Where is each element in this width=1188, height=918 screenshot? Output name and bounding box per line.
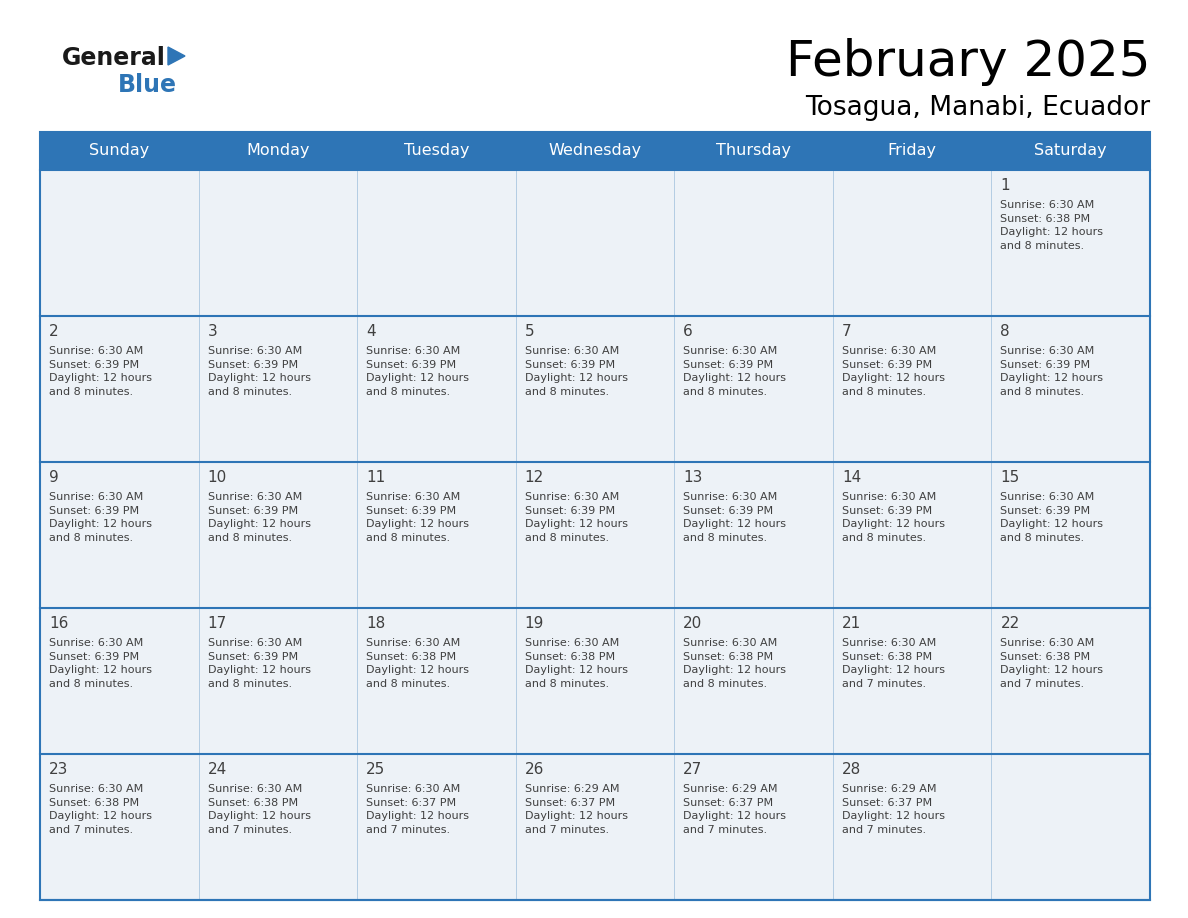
Text: 26: 26 bbox=[525, 763, 544, 778]
Text: Sunrise: 6:30 AM
Sunset: 6:39 PM
Daylight: 12 hours
and 8 minutes.: Sunrise: 6:30 AM Sunset: 6:39 PM Dayligh… bbox=[842, 492, 944, 543]
Text: 17: 17 bbox=[208, 617, 227, 632]
Text: Sunrise: 6:30 AM
Sunset: 6:39 PM
Daylight: 12 hours
and 8 minutes.: Sunrise: 6:30 AM Sunset: 6:39 PM Dayligh… bbox=[366, 346, 469, 397]
Text: 27: 27 bbox=[683, 763, 702, 778]
Text: Sunrise: 6:30 AM
Sunset: 6:39 PM
Daylight: 12 hours
and 8 minutes.: Sunrise: 6:30 AM Sunset: 6:39 PM Dayligh… bbox=[208, 346, 310, 397]
Text: Sunrise: 6:29 AM
Sunset: 6:37 PM
Daylight: 12 hours
and 7 minutes.: Sunrise: 6:29 AM Sunset: 6:37 PM Dayligh… bbox=[683, 784, 786, 834]
Text: 21: 21 bbox=[842, 617, 861, 632]
Text: Sunrise: 6:30 AM
Sunset: 6:39 PM
Daylight: 12 hours
and 8 minutes.: Sunrise: 6:30 AM Sunset: 6:39 PM Dayligh… bbox=[49, 492, 152, 543]
Text: Sunrise: 6:30 AM
Sunset: 6:39 PM
Daylight: 12 hours
and 8 minutes.: Sunrise: 6:30 AM Sunset: 6:39 PM Dayligh… bbox=[49, 638, 152, 688]
Text: Sunrise: 6:30 AM
Sunset: 6:39 PM
Daylight: 12 hours
and 8 minutes.: Sunrise: 6:30 AM Sunset: 6:39 PM Dayligh… bbox=[366, 492, 469, 543]
Text: 25: 25 bbox=[366, 763, 385, 778]
Text: 8: 8 bbox=[1000, 324, 1010, 340]
Text: 15: 15 bbox=[1000, 471, 1019, 486]
Text: Thursday: Thursday bbox=[716, 143, 791, 159]
Text: 20: 20 bbox=[683, 617, 702, 632]
Text: 9: 9 bbox=[49, 471, 58, 486]
Text: Sunrise: 6:30 AM
Sunset: 6:38 PM
Daylight: 12 hours
and 8 minutes.: Sunrise: 6:30 AM Sunset: 6:38 PM Dayligh… bbox=[525, 638, 627, 688]
Bar bbox=[40, 132, 1150, 900]
Bar bbox=[40, 170, 1150, 316]
Text: Saturday: Saturday bbox=[1035, 143, 1107, 159]
Text: Sunrise: 6:30 AM
Sunset: 6:39 PM
Daylight: 12 hours
and 8 minutes.: Sunrise: 6:30 AM Sunset: 6:39 PM Dayligh… bbox=[49, 346, 152, 397]
Bar bbox=[40, 608, 1150, 754]
Text: Friday: Friday bbox=[887, 143, 936, 159]
Text: Sunrise: 6:30 AM
Sunset: 6:39 PM
Daylight: 12 hours
and 8 minutes.: Sunrise: 6:30 AM Sunset: 6:39 PM Dayligh… bbox=[525, 346, 627, 397]
Text: 19: 19 bbox=[525, 617, 544, 632]
Text: Sunrise: 6:30 AM
Sunset: 6:38 PM
Daylight: 12 hours
and 8 minutes.: Sunrise: 6:30 AM Sunset: 6:38 PM Dayligh… bbox=[683, 638, 786, 688]
Text: 28: 28 bbox=[842, 763, 861, 778]
Text: Blue: Blue bbox=[118, 73, 177, 97]
Bar bbox=[40, 754, 1150, 900]
Text: 11: 11 bbox=[366, 471, 385, 486]
Text: 2: 2 bbox=[49, 324, 58, 340]
Text: 23: 23 bbox=[49, 763, 69, 778]
Text: 1: 1 bbox=[1000, 178, 1010, 194]
Text: Sunrise: 6:29 AM
Sunset: 6:37 PM
Daylight: 12 hours
and 7 minutes.: Sunrise: 6:29 AM Sunset: 6:37 PM Dayligh… bbox=[842, 784, 944, 834]
Text: 22: 22 bbox=[1000, 617, 1019, 632]
Text: 12: 12 bbox=[525, 471, 544, 486]
Text: Sunrise: 6:30 AM
Sunset: 6:38 PM
Daylight: 12 hours
and 7 minutes.: Sunrise: 6:30 AM Sunset: 6:38 PM Dayligh… bbox=[208, 784, 310, 834]
Text: Sunrise: 6:30 AM
Sunset: 6:38 PM
Daylight: 12 hours
and 7 minutes.: Sunrise: 6:30 AM Sunset: 6:38 PM Dayligh… bbox=[49, 784, 152, 834]
Text: Sunrise: 6:30 AM
Sunset: 6:38 PM
Daylight: 12 hours
and 8 minutes.: Sunrise: 6:30 AM Sunset: 6:38 PM Dayligh… bbox=[1000, 200, 1104, 251]
Text: 13: 13 bbox=[683, 471, 702, 486]
Text: 16: 16 bbox=[49, 617, 69, 632]
Text: Sunday: Sunday bbox=[89, 143, 150, 159]
Text: Tosagua, Manabi, Ecuador: Tosagua, Manabi, Ecuador bbox=[805, 95, 1150, 121]
Text: 5: 5 bbox=[525, 324, 535, 340]
Text: Sunrise: 6:30 AM
Sunset: 6:39 PM
Daylight: 12 hours
and 8 minutes.: Sunrise: 6:30 AM Sunset: 6:39 PM Dayligh… bbox=[1000, 346, 1104, 397]
Polygon shape bbox=[168, 47, 185, 65]
Text: Sunrise: 6:30 AM
Sunset: 6:39 PM
Daylight: 12 hours
and 8 minutes.: Sunrise: 6:30 AM Sunset: 6:39 PM Dayligh… bbox=[525, 492, 627, 543]
Text: 7: 7 bbox=[842, 324, 852, 340]
Bar bbox=[40, 316, 1150, 462]
Text: 10: 10 bbox=[208, 471, 227, 486]
Text: 14: 14 bbox=[842, 471, 861, 486]
Text: Sunrise: 6:29 AM
Sunset: 6:37 PM
Daylight: 12 hours
and 7 minutes.: Sunrise: 6:29 AM Sunset: 6:37 PM Dayligh… bbox=[525, 784, 627, 834]
Text: 24: 24 bbox=[208, 763, 227, 778]
Text: Tuesday: Tuesday bbox=[404, 143, 469, 159]
Text: 3: 3 bbox=[208, 324, 217, 340]
Text: Sunrise: 6:30 AM
Sunset: 6:38 PM
Daylight: 12 hours
and 8 minutes.: Sunrise: 6:30 AM Sunset: 6:38 PM Dayligh… bbox=[366, 638, 469, 688]
Text: Sunrise: 6:30 AM
Sunset: 6:38 PM
Daylight: 12 hours
and 7 minutes.: Sunrise: 6:30 AM Sunset: 6:38 PM Dayligh… bbox=[1000, 638, 1104, 688]
Text: 6: 6 bbox=[683, 324, 693, 340]
Text: 4: 4 bbox=[366, 324, 375, 340]
Text: Wednesday: Wednesday bbox=[549, 143, 642, 159]
Text: February 2025: February 2025 bbox=[785, 38, 1150, 86]
Text: Sunrise: 6:30 AM
Sunset: 6:39 PM
Daylight: 12 hours
and 8 minutes.: Sunrise: 6:30 AM Sunset: 6:39 PM Dayligh… bbox=[842, 346, 944, 397]
Text: Sunrise: 6:30 AM
Sunset: 6:39 PM
Daylight: 12 hours
and 8 minutes.: Sunrise: 6:30 AM Sunset: 6:39 PM Dayligh… bbox=[1000, 492, 1104, 543]
Text: Sunrise: 6:30 AM
Sunset: 6:38 PM
Daylight: 12 hours
and 7 minutes.: Sunrise: 6:30 AM Sunset: 6:38 PM Dayligh… bbox=[842, 638, 944, 688]
Text: Sunrise: 6:30 AM
Sunset: 6:39 PM
Daylight: 12 hours
and 8 minutes.: Sunrise: 6:30 AM Sunset: 6:39 PM Dayligh… bbox=[683, 346, 786, 397]
Text: 18: 18 bbox=[366, 617, 385, 632]
Bar bbox=[40, 132, 1150, 170]
Text: Sunrise: 6:30 AM
Sunset: 6:39 PM
Daylight: 12 hours
and 8 minutes.: Sunrise: 6:30 AM Sunset: 6:39 PM Dayligh… bbox=[683, 492, 786, 543]
Text: General: General bbox=[62, 46, 166, 70]
Text: Monday: Monday bbox=[246, 143, 310, 159]
Text: Sunrise: 6:30 AM
Sunset: 6:39 PM
Daylight: 12 hours
and 8 minutes.: Sunrise: 6:30 AM Sunset: 6:39 PM Dayligh… bbox=[208, 492, 310, 543]
Text: Sunrise: 6:30 AM
Sunset: 6:37 PM
Daylight: 12 hours
and 7 minutes.: Sunrise: 6:30 AM Sunset: 6:37 PM Dayligh… bbox=[366, 784, 469, 834]
Text: Sunrise: 6:30 AM
Sunset: 6:39 PM
Daylight: 12 hours
and 8 minutes.: Sunrise: 6:30 AM Sunset: 6:39 PM Dayligh… bbox=[208, 638, 310, 688]
Bar bbox=[40, 462, 1150, 608]
